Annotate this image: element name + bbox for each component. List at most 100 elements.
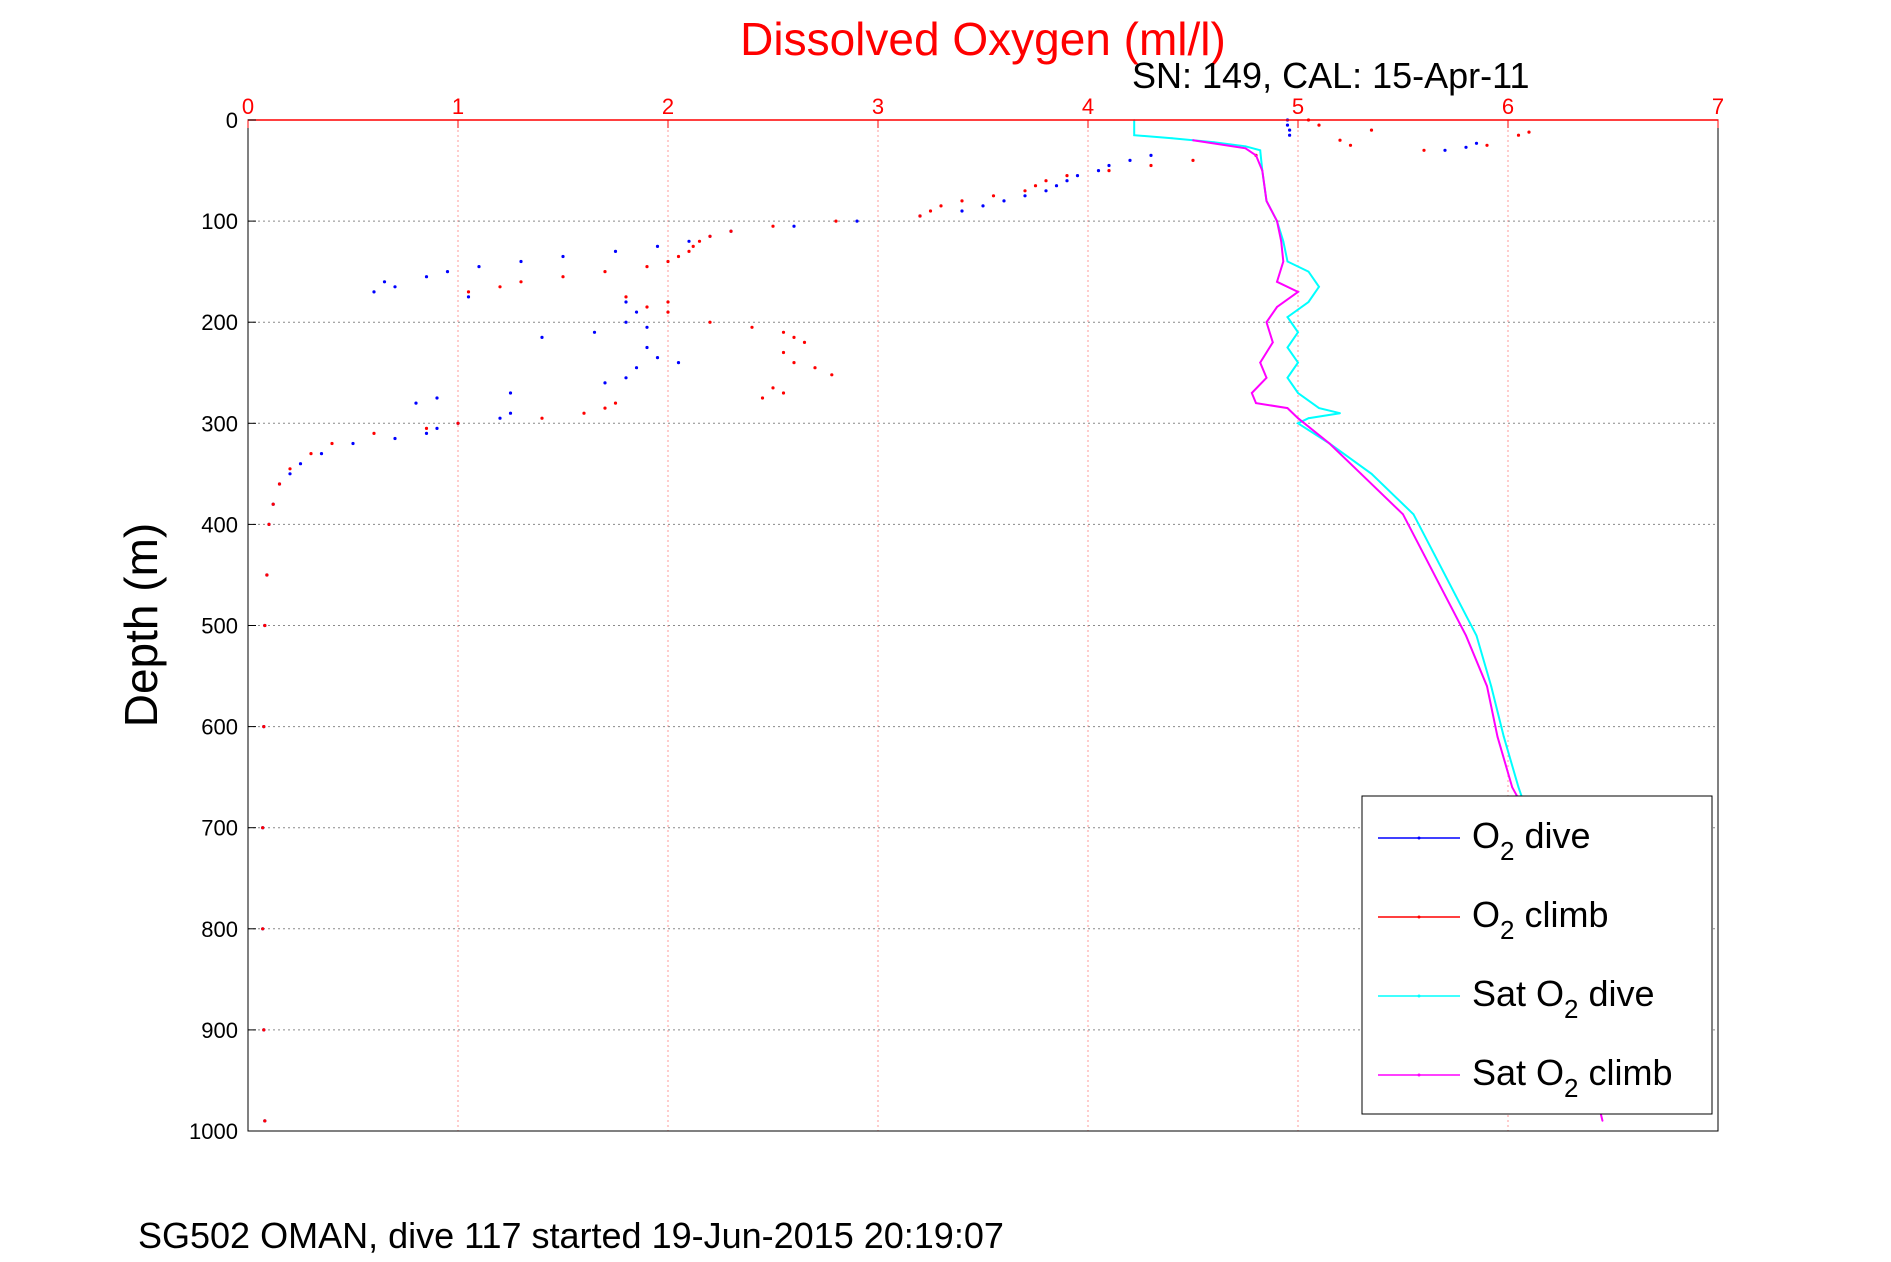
- data-point: [1307, 417, 1310, 420]
- data-point: [687, 249, 691, 253]
- data-point: [1276, 280, 1278, 283]
- data-point: [1255, 154, 1257, 157]
- data-point: [382, 280, 387, 284]
- data-point: [918, 214, 922, 218]
- data-point: [508, 411, 513, 415]
- data-point: [1286, 316, 1289, 318]
- data-point: [330, 441, 334, 446]
- data-point: [445, 270, 450, 274]
- data-point: [645, 345, 649, 350]
- y-tick-label: 0: [226, 108, 238, 133]
- x-tick-label: 4: [1082, 94, 1094, 119]
- data-point: [498, 285, 502, 289]
- data-point: [1285, 123, 1290, 127]
- data-point: [1282, 240, 1285, 243]
- data-point: [1280, 240, 1283, 243]
- data-point: [1490, 685, 1493, 688]
- data-point: [1244, 145, 1247, 148]
- data-point: [708, 234, 712, 238]
- data-point: [1601, 1120, 1604, 1122]
- data-point: [960, 199, 964, 203]
- x-tick-label: 1: [452, 94, 464, 119]
- data-point: [781, 350, 786, 355]
- data-point: [372, 290, 376, 294]
- data-point: [1297, 417, 1299, 420]
- data-point: [265, 573, 269, 577]
- data-point: [1502, 735, 1505, 738]
- legend-swatch-marker: [1417, 1073, 1421, 1077]
- data-point: [645, 325, 649, 329]
- data-point: [813, 366, 817, 370]
- data-point: [1423, 553, 1425, 556]
- legend-swatch-marker: [1417, 994, 1421, 998]
- data-point: [288, 467, 292, 471]
- data-point: [561, 254, 565, 259]
- data-point: [262, 725, 266, 729]
- data-point: [561, 275, 565, 279]
- data-point: [624, 295, 628, 299]
- data-point: [981, 204, 985, 208]
- data-point: [830, 373, 834, 377]
- data-point: [1286, 376, 1289, 379]
- data-point: [708, 320, 712, 324]
- data-point: [1297, 291, 1299, 293]
- series-layer: [261, 118, 1604, 1123]
- data-point: [1075, 174, 1080, 178]
- data-point: [1485, 143, 1489, 147]
- data-point: [781, 330, 786, 334]
- data-point: [414, 401, 418, 405]
- data-point: [267, 522, 271, 527]
- data-point: [261, 927, 265, 931]
- data-point: [1496, 735, 1499, 738]
- data-point: [1265, 200, 1268, 202]
- y-tick-label: 100: [201, 209, 238, 234]
- data-point: [1318, 407, 1320, 409]
- data-point: [1297, 422, 1299, 425]
- data-point: [645, 305, 649, 309]
- data-point: [1002, 199, 1006, 203]
- data-point: [372, 431, 376, 435]
- data-point: [834, 219, 838, 223]
- data-point: [1297, 392, 1299, 394]
- data-point: [928, 209, 933, 213]
- data-point: [634, 366, 639, 370]
- data-point: [1271, 341, 1274, 344]
- data-point: [435, 396, 439, 400]
- data-point: [309, 452, 313, 456]
- data-point: [1191, 158, 1195, 162]
- data-point: [277, 482, 282, 486]
- data-point: [1149, 153, 1153, 157]
- data-point: [697, 239, 702, 243]
- data-point: [1454, 594, 1457, 597]
- data-point: [424, 431, 429, 435]
- data-point: [466, 295, 471, 299]
- data-point: [1023, 194, 1027, 198]
- data-point: [1149, 163, 1153, 168]
- data-point: [771, 386, 775, 390]
- y-tick-label: 500: [201, 614, 238, 639]
- x-tick-label: 3: [872, 94, 884, 119]
- data-point: [1276, 306, 1278, 308]
- legend-box: [1361, 795, 1713, 1115]
- x-tick-label: 0: [242, 94, 254, 119]
- data-point: [676, 254, 681, 259]
- data-point: [603, 381, 607, 385]
- data-point: [1259, 149, 1262, 152]
- chart-title: Dissolved Oxygen (ml/l): [740, 13, 1226, 65]
- data-point: [1250, 392, 1253, 394]
- x-tick-label: 5: [1292, 94, 1304, 119]
- data-point: [477, 265, 481, 269]
- data-point: [1023, 189, 1027, 193]
- data-point: [424, 275, 429, 279]
- data-point: [1412, 513, 1415, 516]
- data-point: [1096, 169, 1101, 173]
- data-point: [263, 1119, 267, 1123]
- data-point: [519, 259, 523, 264]
- data-point: [393, 436, 397, 441]
- data-point: [613, 401, 618, 405]
- data-point: [1107, 169, 1111, 173]
- data-point: [1486, 685, 1488, 688]
- data-point: [498, 416, 502, 420]
- data-point: [1033, 184, 1038, 188]
- data-point: [1192, 139, 1194, 142]
